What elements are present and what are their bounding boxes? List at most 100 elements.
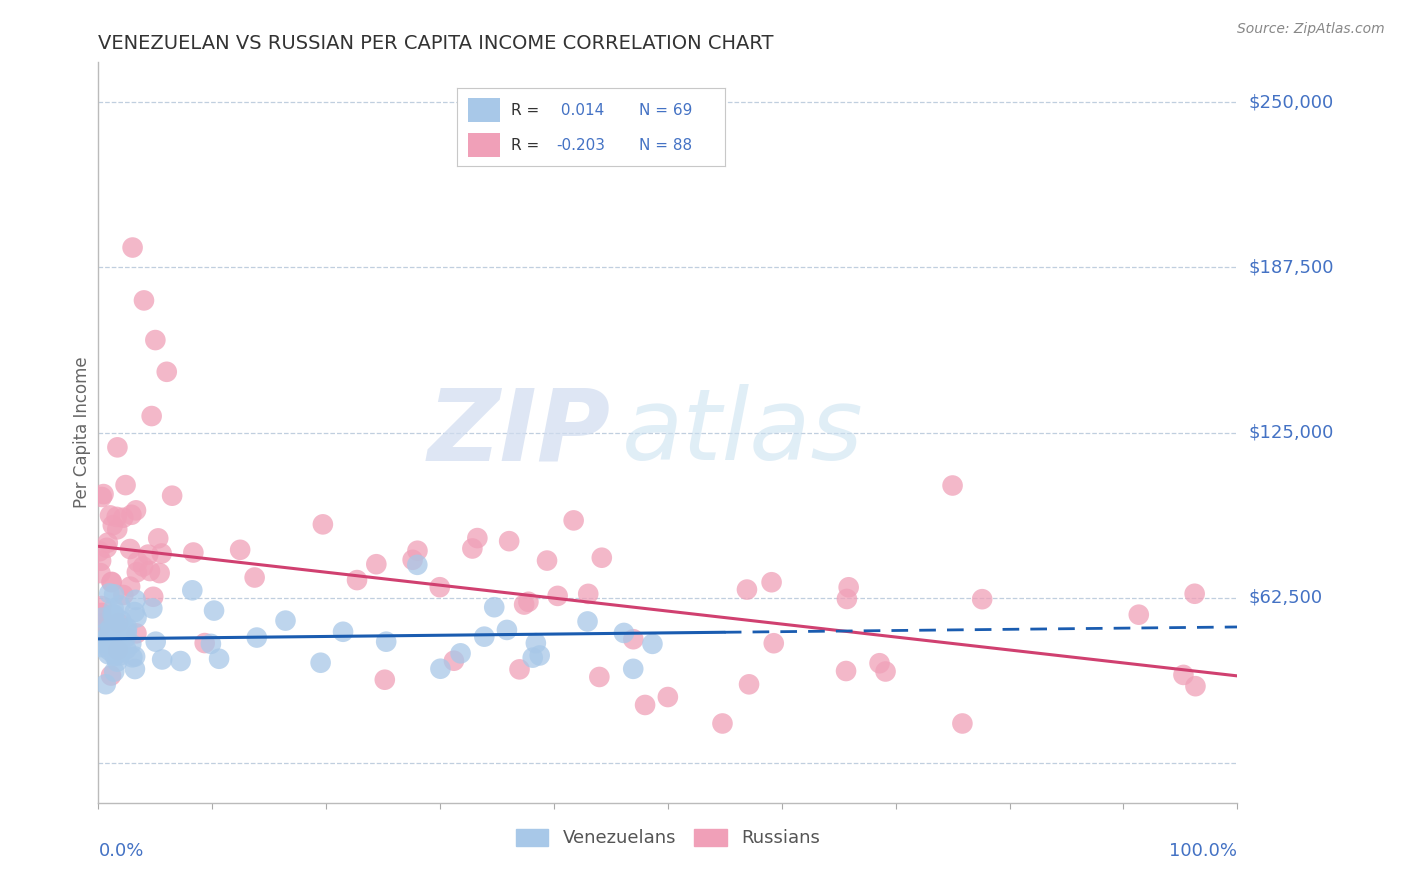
Point (120, 580, 142, 594)
Point (89, 566, 111, 581)
Point (107, 441, 129, 455)
Point (124, 605, 146, 619)
Point (838, 580, 860, 594)
Point (105, 646, 128, 660)
Y-axis label: Per Capita Income: Per Capita Income (73, 357, 91, 508)
Point (98, 628, 121, 642)
Point (125, 626, 148, 640)
Point (125, 503, 148, 517)
Point (93, 487, 115, 501)
Point (110, 614, 132, 628)
Point (98, 643, 121, 657)
Point (97, 647, 120, 661)
Point (101, 518, 124, 533)
Point (98, 508, 121, 523)
Point (115, 642, 138, 657)
Point (107, 623, 129, 637)
Point (576, 615, 599, 629)
Point (576, 587, 599, 601)
Point (132, 293, 155, 308)
Point (139, 564, 162, 578)
Point (229, 542, 252, 557)
Text: ZIP: ZIP (427, 384, 612, 481)
Point (243, 570, 266, 584)
Point (115, 621, 138, 635)
Point (332, 624, 354, 639)
Point (108, 648, 131, 663)
Point (124, 649, 146, 664)
Point (522, 650, 544, 665)
Point (105, 655, 128, 669)
Point (120, 541, 142, 556)
Point (406, 543, 429, 558)
Point (124, 662, 146, 676)
Point (90, 490, 112, 504)
Point (100, 621, 122, 635)
Point (621, 632, 644, 647)
Point (952, 716, 974, 731)
Point (406, 558, 429, 572)
Point (100, 668, 122, 682)
Point (121, 240, 143, 255)
Point (972, 592, 994, 607)
Point (127, 555, 149, 569)
Point (112, 588, 135, 602)
Point (401, 553, 423, 567)
Point (591, 550, 613, 565)
Point (90, 640, 112, 654)
Point (1184, 587, 1206, 601)
Point (124, 592, 146, 607)
Point (160, 489, 183, 503)
Point (100, 575, 122, 590)
Point (738, 677, 761, 691)
Point (90, 599, 112, 613)
Point (97, 535, 120, 549)
Point (246, 631, 269, 645)
Point (536, 553, 558, 567)
Point (711, 716, 734, 731)
Text: 100.0%: 100.0% (1170, 842, 1237, 860)
Point (869, 657, 891, 671)
Point (100, 628, 122, 642)
Text: $250,000: $250,000 (1249, 93, 1334, 112)
Point (120, 637, 142, 651)
Point (121, 650, 143, 665)
Point (529, 648, 551, 663)
Point (132, 559, 155, 574)
Point (1128, 607, 1150, 622)
Point (97, 629, 120, 643)
Point (374, 673, 396, 687)
Text: 0.0%: 0.0% (98, 842, 143, 860)
Point (103, 601, 125, 615)
Point (835, 591, 858, 606)
Point (524, 636, 547, 650)
Point (90, 610, 112, 624)
Legend: Venezuelans, Russians: Venezuelans, Russians (509, 822, 827, 855)
Point (101, 640, 124, 655)
Point (835, 664, 858, 678)
Point (98, 586, 121, 600)
Text: $62,500: $62,500 (1249, 589, 1323, 607)
Text: $125,000: $125,000 (1249, 424, 1334, 442)
Point (145, 634, 167, 648)
Point (90, 606, 112, 620)
Point (104, 648, 127, 663)
Point (517, 595, 540, 609)
Point (89, 620, 111, 634)
Point (150, 652, 173, 666)
Point (108, 599, 131, 613)
Point (202, 604, 225, 618)
Point (200, 637, 222, 651)
Point (94, 677, 117, 691)
Point (136, 548, 159, 562)
Point (429, 580, 451, 594)
Point (498, 534, 520, 549)
Point (547, 589, 569, 603)
Point (114, 478, 136, 492)
Point (145, 333, 167, 347)
Point (150, 547, 173, 561)
Point (149, 566, 172, 581)
Point (346, 573, 368, 587)
Point (1184, 679, 1206, 693)
Point (100, 574, 122, 589)
